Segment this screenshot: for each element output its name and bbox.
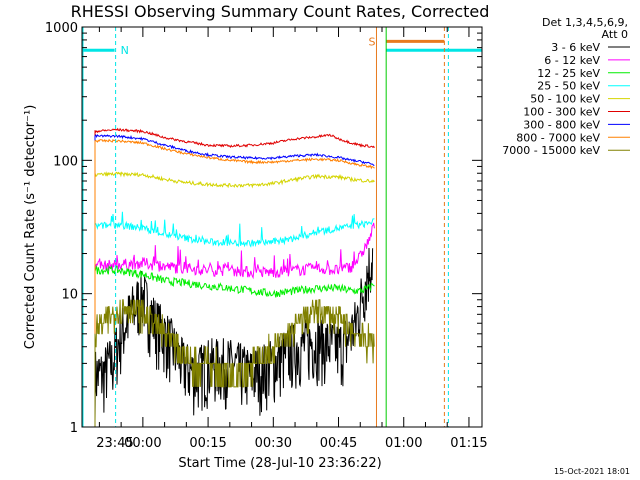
- legend-label: 3 - 6 keV: [551, 41, 600, 54]
- series-line-9: [94, 299, 375, 427]
- series-line-8: [94, 138, 375, 427]
- legend-label: 100 - 300 keV: [523, 106, 600, 119]
- legend-label: 12 - 25 keV: [537, 67, 600, 80]
- series-layer: [94, 127, 375, 427]
- series-line-2: [94, 222, 375, 427]
- y-tick-label: 10: [61, 288, 78, 303]
- chart-title: RHESSI Observing Summary Count Rates, Co…: [71, 2, 490, 21]
- x-tick-label: 00:00: [124, 436, 161, 451]
- legend-label: 300 - 800 keV: [523, 118, 600, 131]
- legend-label: 6 - 12 keV: [544, 54, 600, 67]
- series-line-7: [94, 134, 375, 427]
- night-label: N: [121, 44, 129, 57]
- legend-label: 25 - 50 keV: [537, 80, 600, 93]
- footer-timestamp: 15-Oct-2021 18:01: [554, 467, 630, 476]
- legend-header-line-2: Att 0: [602, 28, 628, 41]
- series-line-4: [94, 211, 375, 427]
- series-line-5: [94, 171, 375, 427]
- legend-label: 800 - 7000 keV: [516, 131, 600, 144]
- x-tick-label: 00:45: [320, 436, 357, 451]
- series-line-6: [94, 127, 375, 427]
- legend-header-line-1: Det 1,3,4,5,6,9,: [542, 16, 628, 29]
- x-tick-label: 00:30: [255, 436, 292, 451]
- interval-layer: NS: [82, 27, 482, 427]
- plot-frame: [81, 26, 483, 428]
- x-tick-label: 00:15: [189, 436, 226, 451]
- y-tick-label: 1000: [45, 21, 78, 36]
- x-tick-label: 23:45: [96, 436, 133, 451]
- y-tick-label: 1: [70, 421, 78, 436]
- y-axis-label: Corrected Count Rate (s⁻¹ detector⁻¹): [23, 105, 38, 350]
- x-axis-label: Start Time (28-Jul-10 23:36:22): [178, 456, 381, 471]
- saa-label: S: [368, 35, 375, 48]
- legend-label: 7000 - 15000 keV: [502, 144, 600, 157]
- legend-label: 50 - 100 keV: [530, 93, 600, 106]
- x-tick-label: 01:00: [385, 436, 422, 451]
- series-line-3: [94, 264, 375, 427]
- y-tick-label: 100: [53, 154, 78, 169]
- y-axis: 1 10 100 1000: [45, 21, 482, 436]
- x-tick-label: 01:15: [450, 436, 487, 451]
